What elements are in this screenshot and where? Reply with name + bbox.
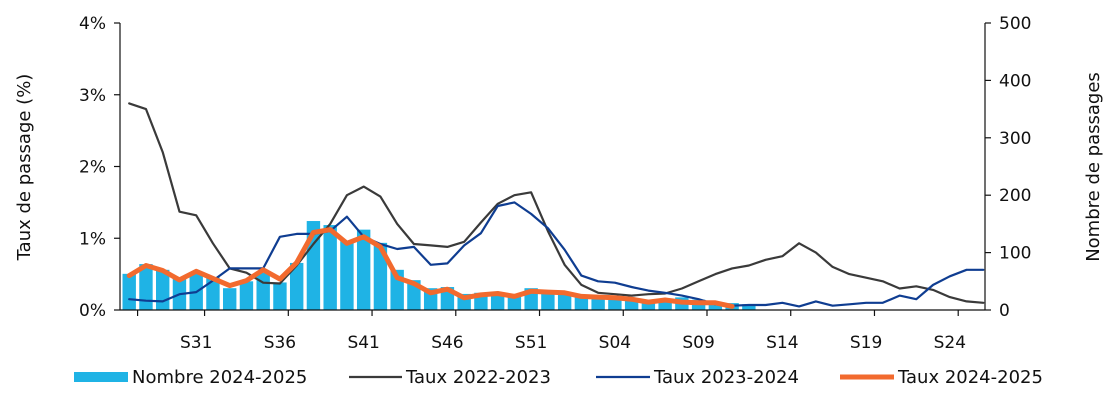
y-right-tick-label: 0 [999,301,1010,321]
legend-label-1: Nombre 2024-2025 [132,367,307,388]
axes-layer: 0% 1% 2% 3% 4% 0 100 200 300 400 500 S31 S36 S41 S46 S5… [79,14,1031,353]
y-right-tick-label: 400 [999,71,1031,91]
x-tick-label: S14 [766,333,798,353]
bar-S34 [240,281,253,310]
y-right-tick-label: 100 [999,244,1031,264]
y-right-tick-label: 200 [999,186,1031,206]
y-left-tick-label: 1% [79,229,106,249]
x-tick-label: S04 [599,333,631,353]
y-right-axis-title: Nombre de passages [1083,72,1104,262]
x-tick-label: S36 [264,333,296,353]
bar-S33 [223,288,236,310]
legend: Nombre 2024-2025 Taux 2022-2023 Taux 2023-… [74,367,1043,388]
y-right-tick-label: 300 [999,129,1031,149]
bar-S27 [123,274,136,310]
y-left-tick-label: 3% [79,86,106,106]
y-right-tick-label: 500 [999,14,1031,34]
legend-label-4: Taux 2024-2025 [897,367,1043,388]
bar-S39 [323,225,336,310]
legend-label-3: Taux 2023-2024 [653,367,799,388]
y-left-tick-label: 4% [79,14,106,34]
y-left-tick-label: 0% [79,301,106,321]
x-tick-label: S19 [850,333,882,353]
y-left-tick-label: 2% [79,158,106,178]
lines-layer [129,103,983,306]
bar-S36 [273,282,286,310]
legend-label-2: Taux 2022-2023 [405,367,551,388]
x-tick-label: S31 [180,333,212,353]
x-tick-label: S46 [431,333,463,353]
bars-layer [123,221,756,310]
bar-S40 [340,241,353,310]
x-tick-label: S51 [515,333,547,353]
bar-S35 [256,273,269,310]
x-tick-label: S41 [347,333,379,353]
y-left-axis-title: Taux de passage (%) [14,74,35,262]
x-tick-label: S24 [934,333,966,353]
x-tick-label: S09 [682,333,714,353]
